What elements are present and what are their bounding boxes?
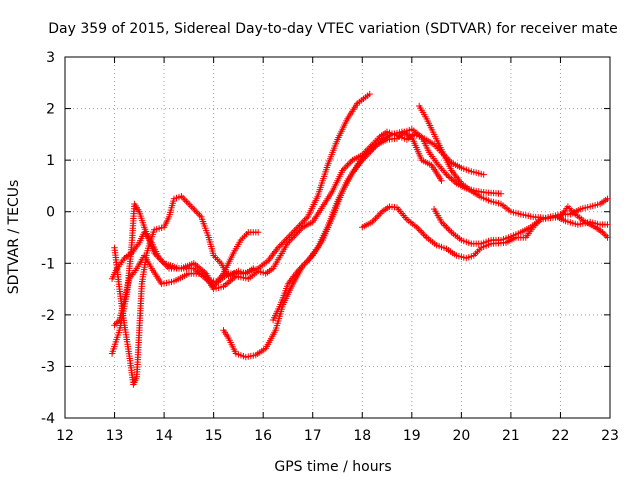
y-tick-labels: -4 -3 -2 -1 0 1 2 3 (41, 50, 55, 427)
series-markers (220, 128, 445, 361)
x-tick-label: 19 (403, 428, 421, 444)
series-6 (220, 128, 445, 361)
y-tick-label: -3 (41, 359, 55, 375)
x-tick-label: 15 (205, 428, 223, 444)
series-layer (108, 90, 611, 388)
series-3 (111, 193, 257, 388)
y-tick-label: 3 (46, 50, 55, 66)
y-tick-label: -2 (41, 308, 55, 324)
x-tick-label: 18 (353, 428, 371, 444)
x-tick-label: 13 (106, 428, 124, 444)
y-tick-label: 1 (46, 153, 55, 169)
series-markers (108, 90, 373, 357)
x-tick-labels: 12 13 14 15 16 17 18 19 20 21 22 23 (56, 428, 619, 444)
series-1 (108, 90, 373, 357)
x-tick-label: 12 (56, 428, 74, 444)
series-line (113, 195, 254, 386)
y-tick-label: -4 (41, 411, 55, 427)
y-tick-label: 2 (46, 102, 55, 118)
y-tick-label: 0 (46, 205, 55, 221)
series-markers (111, 128, 487, 329)
x-tick-label: 23 (601, 428, 619, 444)
series-line (222, 131, 443, 358)
series-markers (430, 195, 611, 247)
x-tick-label: 21 (502, 428, 520, 444)
x-tick-label: 22 (552, 428, 570, 444)
y-tick-label: -1 (41, 256, 55, 272)
grid-lines (65, 57, 610, 418)
series-markers (111, 193, 257, 388)
x-tick-label: 17 (304, 428, 322, 444)
y-axis-label: SDTVAR / TECUs (6, 180, 22, 295)
x-axis-label: GPS time / hours (274, 459, 391, 475)
x-tick-label: 14 (155, 428, 173, 444)
x-tick-label: 16 (254, 428, 272, 444)
x-tick-label: 20 (452, 428, 470, 444)
chart-title: Day 359 of 2015, Sidereal Day-to-day VTE… (48, 21, 618, 37)
series-9 (430, 195, 611, 247)
